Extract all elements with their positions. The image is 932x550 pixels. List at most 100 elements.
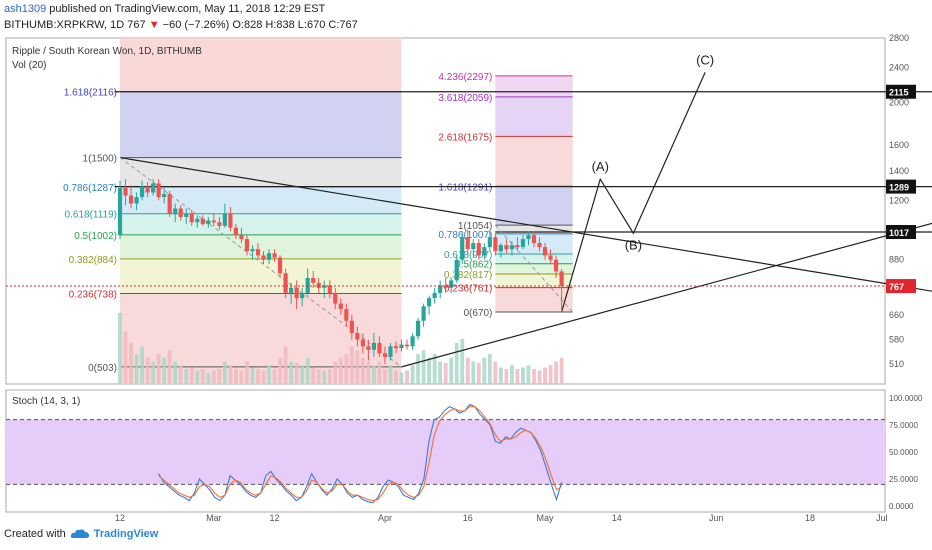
fib-left-level-label: 0.618(1119) xyxy=(65,210,117,221)
volume-bar xyxy=(118,312,122,384)
candle-body xyxy=(388,346,393,357)
candle-body xyxy=(156,183,161,198)
fib-left-zone xyxy=(120,186,402,214)
candle-body xyxy=(300,292,305,299)
candle-body xyxy=(520,239,526,248)
volume-bar xyxy=(245,361,249,384)
candle-body xyxy=(509,245,515,250)
candle-body xyxy=(283,273,288,293)
fib-right-level-label: 0.5(862) xyxy=(455,260,492,271)
volume-bar xyxy=(515,369,520,384)
volume-bar xyxy=(272,369,277,384)
elliott-wave-path xyxy=(561,72,706,313)
volume-bar xyxy=(311,367,316,384)
volume-bar xyxy=(548,365,553,384)
candle-body xyxy=(173,208,178,214)
volume-bar xyxy=(140,346,145,384)
candle-body xyxy=(200,218,205,225)
volume-bar xyxy=(493,361,498,384)
volume-bar xyxy=(261,370,266,384)
candle-body xyxy=(393,346,399,349)
candle-body xyxy=(404,344,410,347)
fib-right-zone xyxy=(495,287,573,312)
candle-body xyxy=(195,218,200,223)
candle-body xyxy=(333,292,338,304)
fib-right-level-label: 3.618(2059) xyxy=(438,93,492,104)
y-axis-tick-label: 2000 xyxy=(889,97,909,107)
candle-body xyxy=(471,243,476,250)
volume-bar xyxy=(233,369,238,384)
candle-body xyxy=(553,259,559,272)
candle-body xyxy=(559,271,564,287)
down-arrow-icon: ▼ xyxy=(148,19,160,31)
candle-body xyxy=(239,235,244,240)
x-axis-tick-label: 16 xyxy=(463,513,473,523)
volume-bar xyxy=(388,365,393,384)
volume-bar xyxy=(294,363,299,384)
candle-body xyxy=(128,195,134,204)
author-link[interactable]: ash1309 xyxy=(4,3,47,15)
x-axis-tick-label: Apr xyxy=(378,513,392,523)
stoch-d-line xyxy=(158,406,562,502)
volume-bar xyxy=(162,357,167,384)
candle-body xyxy=(134,197,139,204)
price-badge-label: 2115 xyxy=(889,88,909,98)
candle-body xyxy=(371,342,377,350)
y-axis-tick-label: 2400 xyxy=(889,63,909,73)
candle-body xyxy=(377,342,382,354)
fib-left-level-label: 0.382(884) xyxy=(69,255,117,266)
volume-bar xyxy=(211,370,216,384)
volume-bar xyxy=(217,369,222,384)
candle-body xyxy=(427,298,432,307)
candle-body xyxy=(139,186,145,198)
candle-body xyxy=(460,237,465,260)
candle-body xyxy=(531,235,537,244)
volume-bar xyxy=(134,354,139,384)
elliott-wave-label: (B) xyxy=(625,237,642,252)
candle-body xyxy=(399,344,404,349)
candle-body xyxy=(449,280,454,288)
candle-body xyxy=(305,277,310,293)
volume-bar xyxy=(498,367,503,384)
volume-bar xyxy=(222,361,227,384)
volume-label: Vol (20) xyxy=(12,60,46,71)
fib-left-zone xyxy=(120,234,402,259)
candle-body xyxy=(338,303,343,310)
volume-bar xyxy=(421,350,426,384)
created-with-text: Created with xyxy=(4,528,66,540)
x-axis-tick-label: 12 xyxy=(270,513,280,523)
fib-right-zone xyxy=(495,136,573,187)
fib-right-level-label: 4.236(2297) xyxy=(438,72,492,83)
price-badge xyxy=(886,179,916,194)
volume-bar xyxy=(383,369,387,384)
volume-bar xyxy=(416,354,421,384)
tradingview-brand[interactable]: TradingView xyxy=(93,528,159,540)
price-chart[interactable]: 1.618(2116) 1(1500) 0.786(1287) 0.618(1119)… xyxy=(0,0,932,524)
chart-title: Ripple / South Korean Won, 1D, BITHUMB xyxy=(12,46,202,57)
volume-bar xyxy=(267,365,271,384)
volume-bar xyxy=(173,361,178,384)
volume-bar xyxy=(532,369,536,384)
candle-body xyxy=(167,194,172,214)
y-axis-tick-label: 1600 xyxy=(889,140,909,150)
volume-bar xyxy=(305,357,310,384)
volume-bar xyxy=(250,367,255,384)
candle-body xyxy=(316,282,321,288)
trendline xyxy=(401,222,932,368)
candle-body xyxy=(228,213,233,228)
price-badge xyxy=(886,84,916,99)
candle-body xyxy=(178,208,183,217)
fib-left-level-label: 1(1500) xyxy=(83,154,117,165)
volume-bar xyxy=(405,370,409,384)
fib-right-level-label: 0.236(761) xyxy=(444,284,492,295)
candle-body xyxy=(162,194,167,198)
volume-bar xyxy=(410,365,415,384)
candle-body xyxy=(515,245,520,248)
volume-bar xyxy=(487,354,492,384)
fib-left-level-label: 0.5(1002) xyxy=(74,231,117,242)
fib-right-zone xyxy=(495,75,573,97)
chart-header: ash1309 published on TradingView.com, Ma… xyxy=(0,0,932,36)
volume-bar xyxy=(371,365,376,384)
volume-bar xyxy=(256,369,260,384)
volume-bar xyxy=(178,365,183,384)
